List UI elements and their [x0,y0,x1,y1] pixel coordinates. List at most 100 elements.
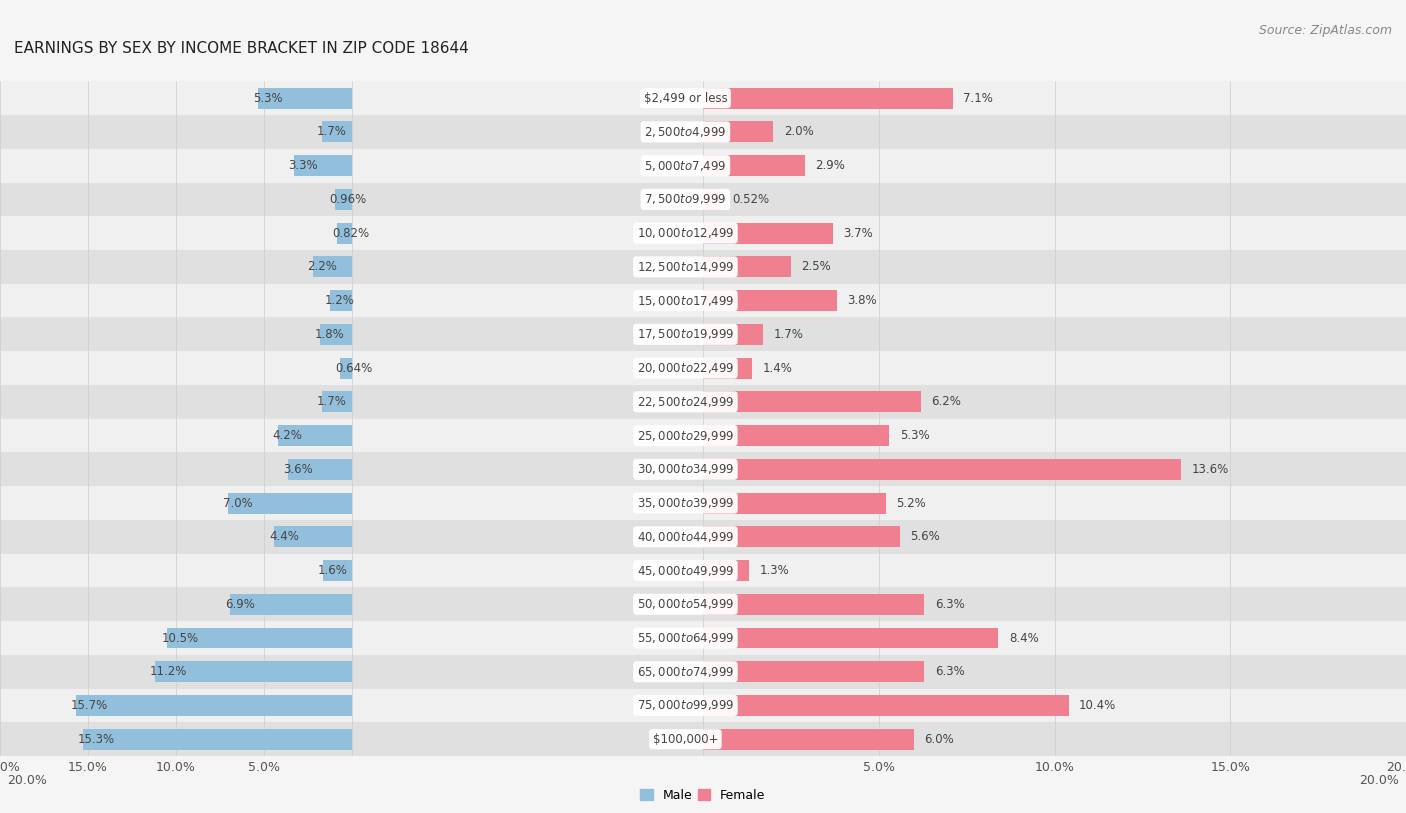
Bar [76,695,352,716]
Bar [0,621,703,655]
Text: $7,500 to $9,999: $7,500 to $9,999 [644,193,727,207]
Bar [0,149,703,183]
Text: $30,000 to $34,999: $30,000 to $34,999 [637,463,734,476]
Bar [703,290,837,311]
Text: 20.0%: 20.0% [1360,774,1399,787]
Bar [703,391,921,412]
Text: 4.4%: 4.4% [269,530,298,543]
Text: $75,000 to $99,999: $75,000 to $99,999 [637,698,734,712]
Bar [703,81,1406,115]
Bar [703,560,749,581]
Bar [321,324,352,345]
Bar [0,385,703,419]
Bar [703,628,998,649]
Bar [703,689,1406,723]
Text: 6.2%: 6.2% [932,395,962,408]
Text: $100,000+: $100,000+ [652,733,718,746]
Bar [312,256,352,277]
Bar [703,358,752,379]
Bar [703,256,790,277]
Text: EARNINGS BY SEX BY INCOME BRACKET IN ZIP CODE 18644: EARNINGS BY SEX BY INCOME BRACKET IN ZIP… [14,41,468,55]
Bar [703,520,1406,554]
Bar [0,317,703,351]
Text: 10.5%: 10.5% [162,632,198,645]
Text: 5.2%: 5.2% [897,497,927,510]
Bar [703,459,1181,480]
Text: 6.9%: 6.9% [225,598,254,611]
Bar [0,182,703,216]
Bar [703,324,762,345]
Text: 13.6%: 13.6% [1192,463,1229,476]
Bar [703,621,1406,655]
Text: 1.3%: 1.3% [759,564,789,577]
Text: 5.3%: 5.3% [900,429,929,442]
Text: $50,000 to $54,999: $50,000 to $54,999 [637,598,734,611]
Bar [703,351,1406,385]
Bar [703,493,886,514]
Text: 15.7%: 15.7% [70,699,107,712]
Bar [167,628,352,649]
Bar [0,284,703,317]
Bar [0,351,703,385]
Text: 10.4%: 10.4% [1080,699,1116,712]
Bar [703,655,1406,689]
Bar [0,250,703,284]
Bar [231,593,352,615]
Text: $25,000 to $29,999: $25,000 to $29,999 [637,428,734,442]
Text: 11.2%: 11.2% [149,665,187,678]
Text: 8.4%: 8.4% [1010,632,1039,645]
Bar [703,317,1406,351]
Text: 1.4%: 1.4% [762,362,793,375]
Bar [83,728,352,750]
Bar [288,459,352,480]
Text: 0.96%: 0.96% [329,193,367,206]
Text: 6.3%: 6.3% [935,598,965,611]
Bar [703,587,1406,621]
Bar [322,121,352,142]
Bar [0,723,703,756]
Text: $65,000 to $74,999: $65,000 to $74,999 [637,665,734,679]
Text: 1.7%: 1.7% [316,395,346,408]
Bar [703,250,1406,284]
Bar [703,452,1406,486]
Text: 3.8%: 3.8% [846,294,877,307]
Text: $35,000 to $39,999: $35,000 to $39,999 [637,496,734,510]
Text: 3.6%: 3.6% [283,463,312,476]
Text: 1.6%: 1.6% [318,564,347,577]
Text: 2.5%: 2.5% [801,260,831,273]
Bar [0,520,703,554]
Bar [703,526,900,547]
Text: 5.6%: 5.6% [911,530,941,543]
Text: 5.3%: 5.3% [253,92,283,105]
Text: 3.7%: 3.7% [844,227,873,240]
Bar [0,452,703,486]
Bar [155,661,352,682]
Text: $40,000 to $44,999: $40,000 to $44,999 [637,530,734,544]
Bar [274,526,352,547]
Bar [703,284,1406,317]
Text: 1.7%: 1.7% [773,328,803,341]
Text: $2,499 or less: $2,499 or less [644,92,727,105]
Bar [703,419,1406,452]
Bar [323,560,352,581]
Text: 6.0%: 6.0% [925,733,955,746]
Bar [703,115,1406,149]
Bar [703,695,1069,716]
Text: $20,000 to $22,499: $20,000 to $22,499 [637,361,734,375]
Bar [322,391,352,412]
Bar [0,115,703,149]
Text: 2.2%: 2.2% [308,260,337,273]
Bar [340,358,352,379]
Bar [0,587,703,621]
Bar [0,486,703,520]
Text: 7.1%: 7.1% [963,92,993,105]
Text: 7.0%: 7.0% [224,497,253,510]
Bar [703,223,832,244]
Bar [229,493,352,514]
Bar [703,593,925,615]
Bar [703,149,1406,183]
Text: 20.0%: 20.0% [7,774,46,787]
Bar [0,554,703,587]
Text: 1.8%: 1.8% [315,328,344,341]
Bar [703,385,1406,419]
